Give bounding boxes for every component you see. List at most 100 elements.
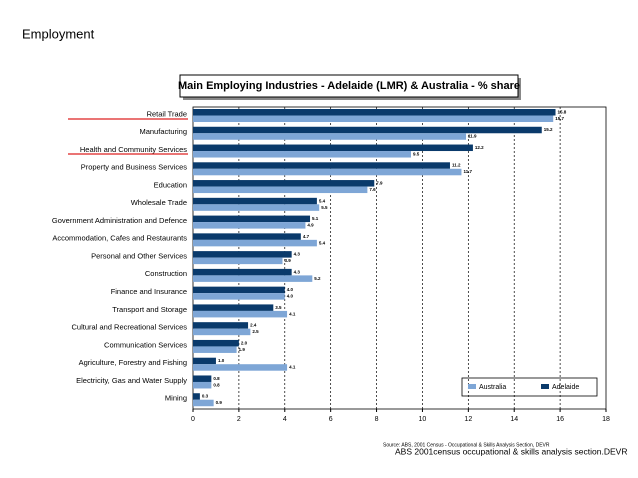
value-label: 15.2 [544, 127, 553, 132]
bar [193, 222, 306, 229]
value-label: 15.8 [558, 109, 567, 114]
value-label: 11.2 [452, 163, 461, 168]
y-tick-label: Government Administration and Defence [52, 216, 187, 225]
bar [193, 144, 473, 152]
bar [193, 322, 249, 329]
x-tick-label: 2 [237, 416, 241, 423]
value-label: 4.3 [294, 269, 301, 274]
x-tick-label: 0 [191, 416, 195, 423]
bar [193, 215, 311, 223]
value-label: 7.9 [376, 180, 383, 185]
bar [193, 399, 214, 407]
value-label: 5.4 [319, 198, 326, 203]
bar [193, 151, 411, 158]
y-tick-label: Education [154, 180, 187, 189]
value-label: 11.9 [468, 134, 477, 139]
bar [193, 293, 285, 300]
bar [193, 186, 368, 194]
value-label: 3.9 [284, 258, 291, 263]
bar [193, 257, 283, 265]
value-label: 2.5 [252, 329, 259, 334]
value-label: 2.0 [241, 340, 248, 345]
chart-title: Main Employing Industries - Adelaide (LM… [178, 80, 520, 92]
y-tick-label: Personal and Other Services [91, 251, 187, 260]
value-label: 5.4 [319, 240, 326, 245]
y-tick-label: Construction [145, 269, 187, 278]
value-label: 4.9 [307, 223, 314, 228]
bar [193, 109, 556, 116]
y-tick-label: Health and Community Services [80, 145, 187, 154]
bar [193, 375, 212, 382]
y-tick-label: Manufacturing [139, 127, 187, 136]
y-tick-label: Communication Services [104, 340, 187, 349]
value-label: 0.3 [202, 394, 209, 399]
bar [193, 268, 292, 276]
bar [193, 339, 239, 347]
y-tick-label: Electricity, Gas and Water Supply [76, 376, 187, 385]
y-tick-label: Finance and Insurance [111, 287, 187, 296]
x-tick-label: 18 [602, 416, 610, 423]
value-label: 4.1 [289, 311, 296, 316]
bar [193, 126, 542, 134]
legend-swatch [541, 384, 549, 389]
bar [193, 204, 320, 211]
y-tick-label: Cultural and Recreational Services [72, 323, 188, 332]
value-label: 2.4 [250, 323, 257, 328]
x-tick-label: 10 [419, 416, 427, 423]
bar [193, 393, 200, 400]
value-label: 4.0 [287, 294, 294, 299]
bar [193, 357, 216, 365]
y-tick-label: Accommodation, Cafes and Restaurants [52, 234, 187, 243]
bar [193, 364, 288, 371]
bar [193, 168, 462, 176]
source: Source: ABS, 2001 Census - Occupational … [383, 442, 550, 448]
bar [193, 346, 237, 353]
y-tick-label: Agriculture, Forestry and Fishing [79, 358, 187, 367]
bar [193, 304, 274, 311]
x-tick-label: 14 [510, 416, 518, 423]
y-tick-label: Wholesale Trade [131, 198, 187, 207]
legend-label: Australia [479, 384, 506, 391]
bar [193, 328, 251, 336]
value-label: 0.9 [216, 400, 223, 405]
value-label: 5.2 [314, 276, 321, 281]
value-label: 9.5 [413, 151, 420, 156]
value-label: 5.5 [321, 205, 328, 210]
bar [193, 239, 317, 247]
x-tick-label: 6 [329, 416, 333, 423]
bar [193, 162, 450, 169]
x-tick-label: 8 [375, 416, 379, 423]
y-tick-label: Transport and Storage [112, 305, 187, 314]
y-tick-label: Retail Trade [147, 109, 187, 118]
bar [193, 275, 313, 282]
y-tick-label: Mining [165, 394, 187, 403]
x-tick-label: 16 [556, 416, 564, 423]
page-title: Employment [22, 26, 95, 41]
value-label: 1.9 [239, 347, 246, 352]
bar [193, 233, 301, 240]
value-label: 4.3 [294, 252, 301, 257]
value-label: 15.7 [555, 116, 564, 121]
value-label: 12.2 [475, 145, 484, 150]
value-label: 11.7 [463, 169, 472, 174]
bar [193, 310, 288, 318]
bar [193, 197, 317, 205]
legend-swatch [468, 384, 476, 389]
legend [461, 377, 598, 397]
value-label: 4.0 [287, 287, 294, 292]
title-box [179, 74, 519, 98]
value-label: 1.0 [218, 358, 225, 363]
value-label: 0.8 [213, 382, 220, 387]
x-tick-label: 12 [464, 416, 472, 423]
bar [193, 133, 467, 140]
y-tick-label: Property and Business Services [81, 163, 188, 172]
value-label: 7.6 [369, 187, 376, 192]
value-label: 5.1 [312, 216, 319, 221]
value-label: 0.8 [213, 376, 220, 381]
legend-label: Adelaide [552, 384, 579, 391]
bar [193, 381, 212, 389]
bar [193, 180, 375, 187]
value-label: 3.5 [275, 305, 282, 310]
x-tick-label: 4 [283, 416, 287, 423]
